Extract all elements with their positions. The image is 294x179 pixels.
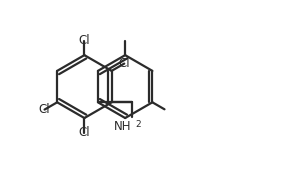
Text: Cl: Cl (78, 126, 90, 139)
Text: 2: 2 (135, 120, 141, 129)
Text: Cl: Cl (78, 34, 90, 47)
Text: NH: NH (114, 120, 131, 133)
Text: Cl: Cl (39, 103, 50, 116)
Text: Cl: Cl (118, 57, 130, 70)
